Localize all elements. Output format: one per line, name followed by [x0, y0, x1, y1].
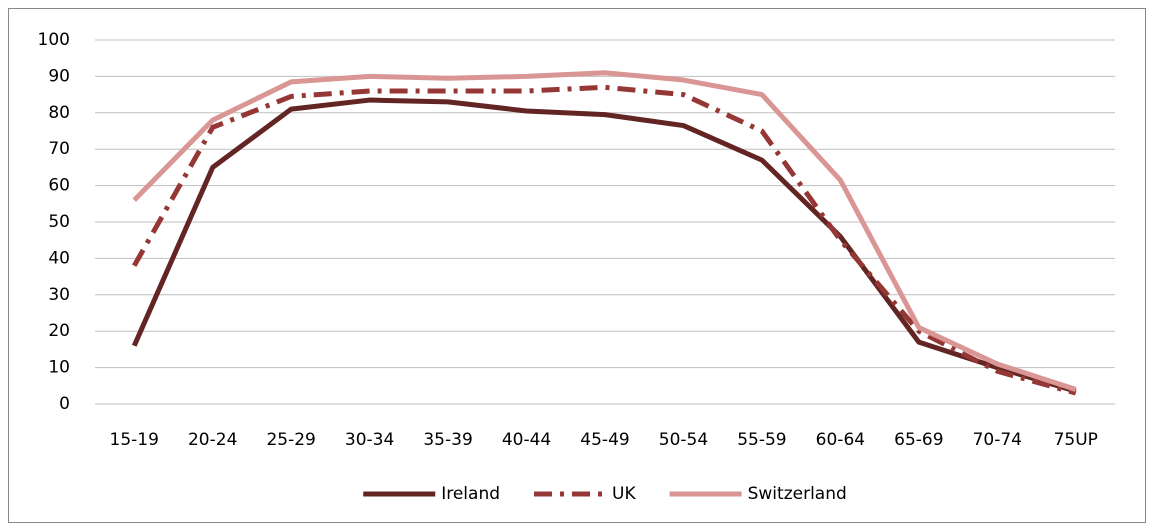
legend-label: UK — [612, 484, 636, 504]
y-tick-label: 80 — [48, 103, 70, 123]
series-line — [132, 70, 1077, 392]
y-tick-label: 90 — [48, 66, 70, 86]
x-tick-label: 50-54 — [659, 430, 708, 450]
y-tick-label: 70 — [48, 139, 70, 159]
x-tick-label: 15-19 — [110, 430, 159, 450]
x-tick-label: 70-74 — [973, 430, 1022, 450]
x-tick-label: 20-24 — [188, 430, 237, 450]
x-tick-label: 40-44 — [502, 430, 551, 450]
y-tick-label: 0 — [59, 394, 70, 414]
y-tick-label: 60 — [48, 176, 70, 196]
x-tick-label: 60-64 — [816, 430, 865, 450]
x-tick-label: 55-59 — [737, 430, 786, 450]
chart-frame — [8, 8, 1146, 523]
x-tick-label: 25-29 — [266, 430, 315, 450]
y-tick-label: 10 — [48, 358, 70, 378]
y-tick-label: 100 — [38, 30, 70, 50]
series-line — [132, 84, 1077, 396]
x-tick-label: 35-39 — [423, 430, 472, 450]
x-tick-label: 75UP — [1054, 430, 1098, 450]
y-tick-label: 40 — [48, 248, 70, 268]
series-line — [131, 97, 1077, 394]
legend-label: Switzerland — [748, 484, 847, 504]
x-tick-label: 45-49 — [580, 430, 629, 450]
y-tick-label: 20 — [48, 321, 70, 341]
x-tick-label: 65-69 — [894, 430, 943, 450]
y-tick-label: 50 — [48, 212, 70, 232]
legend-label: Ireland — [441, 484, 500, 504]
y-tick-label: 30 — [48, 285, 70, 305]
x-tick-label: 30-34 — [345, 430, 394, 450]
